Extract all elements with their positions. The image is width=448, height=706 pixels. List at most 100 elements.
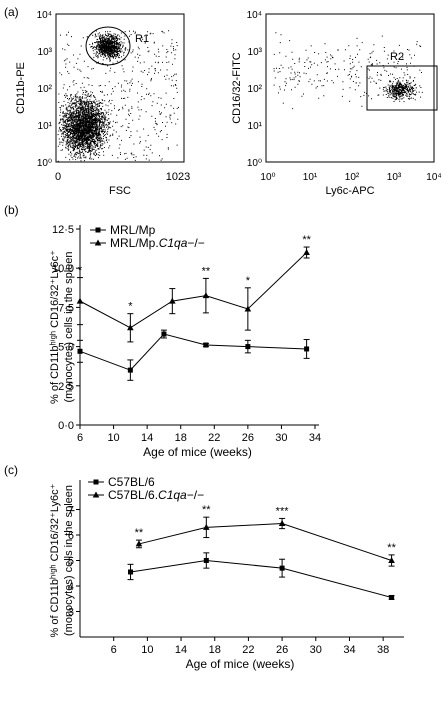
x-tick-left-1: 1023: [166, 171, 190, 183]
x-tick-label: 38: [377, 644, 389, 656]
data-point-triangle: [202, 292, 210, 299]
x-tick-label: 6: [111, 644, 117, 656]
y-tick-right-4: 10⁴: [247, 10, 262, 21]
significance-marker: **: [387, 542, 396, 554]
series-line: [138, 523, 392, 561]
y-axis-label: (monocytes) cells in the spleen: [63, 251, 75, 402]
y-tick-left-0: 10⁰: [37, 158, 52, 169]
panel-c-label: (c): [4, 463, 18, 477]
data-point-triangle: [135, 540, 143, 547]
x-tick-label: 10: [141, 644, 153, 656]
y-tick-label: 6: [68, 530, 74, 542]
significance-marker: *: [246, 275, 251, 287]
x-tick-label: 18: [209, 644, 221, 656]
x-tick-label: 26: [276, 644, 288, 656]
x-tick-label: 30: [275, 432, 287, 444]
chart-b: 0·0 2·5 5·0 7·5 10·0 12·5 6 10 14 18 22 26 30 34 Age o…: [49, 223, 321, 459]
data-point-square: [128, 569, 134, 575]
dot-cloud-right-points: [273, 32, 423, 110]
y-tick-label: 7: [68, 505, 74, 517]
x-tick-label: 22: [208, 432, 220, 444]
data-point-triangle: [203, 523, 210, 530]
y-tick-label: 10·0: [52, 263, 74, 275]
y-tick-label: 2·5: [58, 381, 74, 393]
significance-marker: ***: [276, 505, 290, 517]
x-tick-label: 22: [242, 644, 254, 656]
x-tick-label: 14: [141, 432, 153, 444]
series-line: [79, 333, 307, 371]
gate-r2: [366, 65, 438, 111]
legend-label: C57BL/6: [108, 475, 155, 489]
significance-marker: **: [302, 234, 311, 246]
y-axis-label: % of CD11bʰⁱᵍʰ CD16/32⁺Ly6c⁺: [49, 483, 61, 637]
y-tick-left-3: 10³: [38, 47, 53, 58]
significance-marker: **: [202, 265, 211, 277]
plot-frame-left: [55, 13, 185, 163]
data-point-triangle: [278, 520, 286, 527]
y-tick-label: 4: [68, 581, 74, 593]
data-point-square: [203, 558, 209, 563]
dot-cloud-right: [273, 32, 423, 110]
data-point-square: [389, 594, 395, 600]
x-tick-right-2: 10²: [345, 172, 360, 183]
x-tick-label: 18: [175, 432, 187, 444]
x-tick-right-3: 10³: [387, 172, 402, 183]
dotplot-cd1632-vs-ly6c: R2 10⁰ 10¹ 10² 10³ 10⁴ 10⁰ 10¹ 10² 10³ 1…: [231, 10, 442, 197]
y-axis-label-right: CD16/32-FITC: [231, 52, 243, 124]
panel-b-label: (b): [4, 203, 19, 217]
y-tick-label: 7·5: [58, 302, 74, 314]
y-axis-label: % of CD11bʰⁱᵍʰ CD16/32⁺Ly6c⁺: [49, 250, 61, 404]
y-tick-right-0: 10⁰: [247, 158, 262, 169]
legend-marker-triangle: [94, 239, 102, 246]
x-axis-label-right: Ly6c-APC: [325, 185, 374, 197]
data-point-triangle: [388, 557, 395, 563]
data-point-square: [203, 342, 209, 348]
y-tick-label: 3: [68, 607, 74, 619]
data-point-square: [161, 331, 167, 337]
x-tick-label: 14: [175, 644, 187, 656]
y-tick-label: 12·5: [52, 224, 74, 236]
y-axis-label-left: CD11b-PE: [15, 62, 27, 114]
data-point-triangle: [76, 297, 84, 304]
x-tick-label: 6: [77, 432, 83, 444]
x-tick-right-0: 10⁰: [260, 172, 275, 183]
y-tick-right-3: 10³: [248, 47, 263, 58]
panel-a-label: (a): [4, 5, 19, 19]
data-point-square: [77, 348, 83, 354]
gate-r1-label: R1: [135, 33, 149, 45]
legend-marker-square: [93, 479, 99, 485]
y-axis-label: (monocytes) cells in the spleen: [63, 485, 75, 636]
gate-r1: [85, 26, 131, 66]
data-point-square: [245, 344, 251, 350]
x-tick-label: 10: [107, 432, 119, 444]
y-tick-left-2: 10²: [38, 84, 53, 95]
x-axis-label: Age of mice (weeks): [143, 445, 252, 459]
plot-frame-right: [265, 13, 435, 163]
x-axis-label: Age of mice (weeks): [186, 657, 295, 671]
dot-cloud-left: [57, 30, 179, 162]
y-tick-label: 0·0: [58, 420, 74, 432]
significance-marker: **: [202, 504, 211, 516]
data-point-triangle: [127, 324, 134, 331]
significance-marker: *: [128, 301, 133, 313]
x-tick-right-4: 10⁴: [426, 172, 441, 183]
x-tick-label: 34: [343, 644, 355, 656]
dot-cloud-left-points: [57, 30, 179, 162]
data-point-square: [279, 565, 285, 571]
significance-marker: *: [78, 265, 83, 277]
y-tick-left-1: 10¹: [38, 121, 53, 132]
series-line: [130, 559, 392, 598]
y-tick-label: 5: [68, 556, 74, 568]
series-line: [79, 252, 307, 329]
y-tick-right-2: 10²: [248, 84, 263, 95]
data-point-triangle: [303, 249, 310, 256]
legend-label: C57BL/6.C1qa−/−: [108, 488, 204, 502]
legend-marker-square: [95, 227, 101, 233]
y-tick-left-4: 10⁴: [37, 10, 52, 21]
data-point-triangle: [169, 297, 176, 304]
data-point-square: [127, 367, 133, 373]
x-tick-left-0: 0: [55, 171, 61, 183]
x-axis-label-left: FSC: [109, 185, 131, 197]
